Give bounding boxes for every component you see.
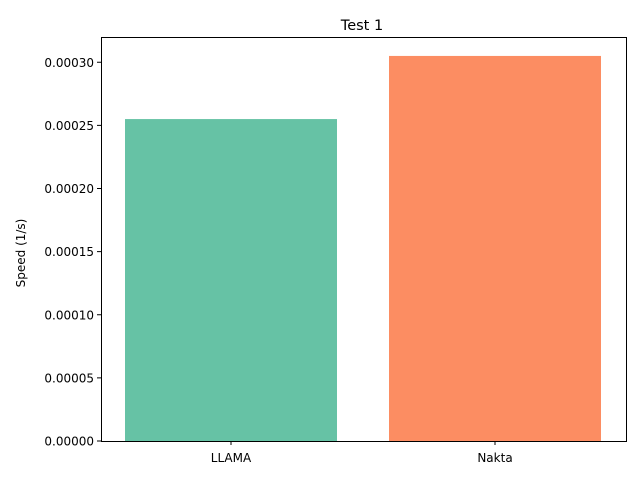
bar-llama xyxy=(125,119,337,441)
plot-frame xyxy=(101,37,627,442)
y-tick-label: 0.00000 xyxy=(44,435,94,449)
y-axis: 0.00000 0.00005 0.00010 0.00015 0.00020 0.000… xyxy=(44,56,101,449)
y-tick-label: 0.00030 xyxy=(44,56,94,70)
x-tick-label: LLAMA xyxy=(211,451,252,465)
y-tick-label: 0.00025 xyxy=(44,119,94,133)
bar-nakta xyxy=(389,55,601,441)
bars-group xyxy=(125,55,601,441)
y-tick-label: 0.00010 xyxy=(44,308,94,322)
chart-title: Test 1 xyxy=(340,18,383,34)
y-tick-label: 0.00020 xyxy=(44,182,94,196)
x-tick-label: Nakta xyxy=(477,451,512,465)
y-tick-label: 0.00015 xyxy=(44,245,94,259)
y-tick-label: 0.00005 xyxy=(44,371,94,385)
y-axis-title: Speed (1/s) xyxy=(14,219,28,288)
x-axis: LLAMA Nakta xyxy=(211,441,513,465)
